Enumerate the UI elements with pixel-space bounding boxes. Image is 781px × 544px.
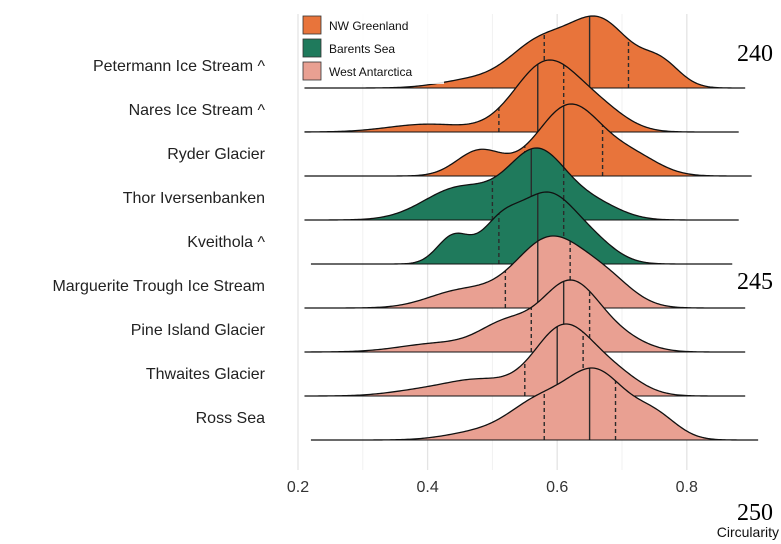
legend-label: Barents Sea [329,42,395,56]
page-number: 250 [737,500,773,526]
legend: NW Greenland Barents Sea West Antarctica [299,12,444,84]
y-label-pine-island-glacier: Pine Island Glacier [131,322,266,339]
ridge-fill [304,60,739,132]
ridge-fill [304,280,746,352]
ridge-kveithola [310,191,733,265]
ridge-fill [310,368,759,440]
ridge-outline [304,323,746,397]
y-label-ryder-glacier: Ryder Glacier [167,146,265,163]
ridge-fill [310,192,733,264]
x-axis-title: Circularity [717,524,779,540]
ridge-outline [304,59,739,133]
x-tick-label: 0.4 [416,479,438,496]
y-label-nares-ice-stream: Nares Ice Stream ^ [129,102,266,119]
y-label-kveithola: Kveithola ^ [187,234,265,251]
ridge-outline [304,235,746,309]
y-label-marguerite-trough-ice-stream: Marguerite Trough Ice Stream [52,278,265,295]
legend-item-west-antarctica: West Antarctica [302,61,412,81]
x-tick-label: 0.8 [676,479,698,496]
x-tick-label: 0.2 [287,479,309,496]
ridge-fill [304,16,746,88]
ridge-fill [304,148,739,220]
legend-background [299,12,444,84]
ridge-marguerite-trough-ice-stream [304,235,746,309]
x-ticks: 0.2 0.4 0.6 0.8 [287,479,698,496]
page-number: 245 [737,269,773,295]
y-label-ross-sea: Ross Sea [196,410,265,427]
y-label-thwaites-glacier: Thwaites Glacier [146,366,266,383]
legend-item-nw-greenland: NW Greenland [302,15,408,35]
legend-label: NW Greenland [329,19,408,33]
y-label-thor-iversenbanken: Thor Iversenbanken [123,190,265,207]
y-labels: Petermann Ice Stream ^ Nares Ice Stream ^… [52,58,265,427]
ridge-fill [304,236,746,308]
ridge-outline [304,279,746,353]
page-number: 240 [737,41,773,67]
ridge-ross-sea [310,367,759,441]
ridges [304,15,759,441]
ridge-fill [304,104,752,176]
legend-label: West Antarctica [329,65,412,79]
y-label-petermann-ice-stream: Petermann Ice Stream ^ [93,58,266,75]
x-tick-label: 0.6 [546,479,568,496]
legend-swatch [302,38,322,58]
ridge-nares-ice-stream [304,59,739,133]
legend-swatch [302,61,322,81]
legend-swatch [302,15,322,35]
legend-item-barents-sea: Barents Sea [302,38,395,58]
